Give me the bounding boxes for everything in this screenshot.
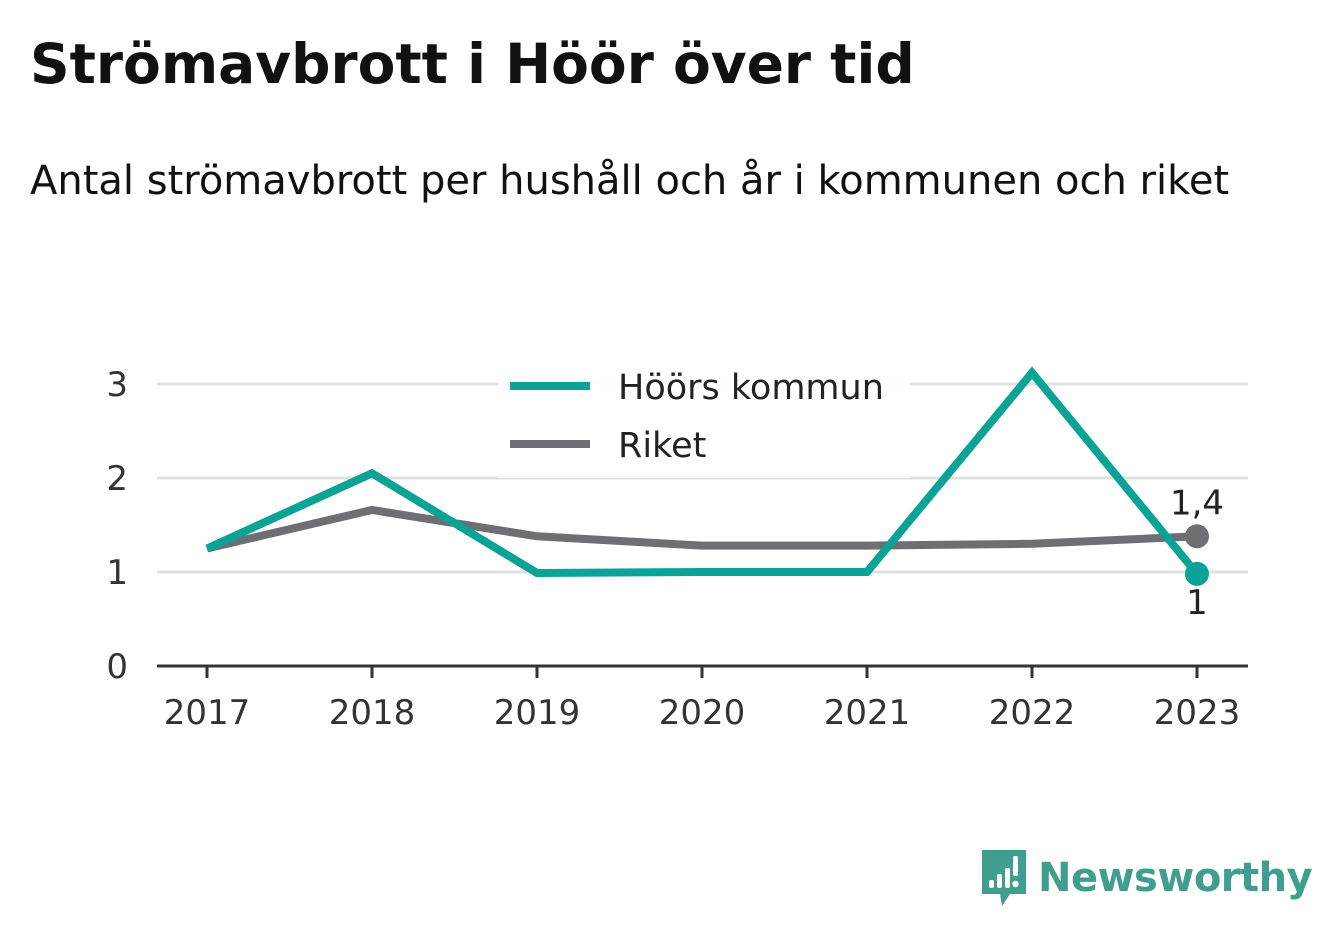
x-tick-label: 2018 <box>329 693 416 733</box>
brand-logo: Newsworthy <box>980 848 1313 908</box>
x-axis: 2017 2018 2019 2020 2021 2022 2023 <box>157 664 1248 733</box>
end-value-label: 1,4 <box>1170 483 1224 523</box>
series-line <box>206 505 1198 553</box>
series-line <box>205 366 1201 577</box>
x-tick-label: 2019 <box>494 693 581 733</box>
chart-subtitle: Antal strömavbrott per hushåll och år i … <box>30 158 1230 204</box>
data-labels: 11,4 <box>1170 483 1224 623</box>
x-tick-label: 2023 <box>1154 693 1241 733</box>
y-tick-label: 1 <box>106 553 128 593</box>
end-point-marker <box>1185 524 1209 549</box>
end-point-marker <box>1185 561 1209 586</box>
x-tick-label: 2021 <box>824 693 911 733</box>
legend-background <box>498 362 910 478</box>
y-tick-label: 0 <box>106 647 128 687</box>
end-value-label: 1 <box>1186 583 1208 623</box>
legend: Höörs kommun Riket <box>498 362 910 478</box>
y-tick-label: 2 <box>106 459 128 499</box>
x-tick-label: 2020 <box>659 693 746 733</box>
x-tick-label: 2017 <box>164 693 251 733</box>
y-tick-label: 3 <box>106 365 128 405</box>
legend-label: Höörs kommun <box>618 368 884 408</box>
series-lines <box>205 366 1201 577</box>
x-tick-label: 2022 <box>989 693 1076 733</box>
brand-name: Newsworthy <box>1038 855 1313 901</box>
bar-chart-speech-bubble-icon <box>982 850 1026 906</box>
chart-title: Strömavbrott i Höör över tid <box>30 32 915 96</box>
legend-label: Riket <box>618 426 706 466</box>
